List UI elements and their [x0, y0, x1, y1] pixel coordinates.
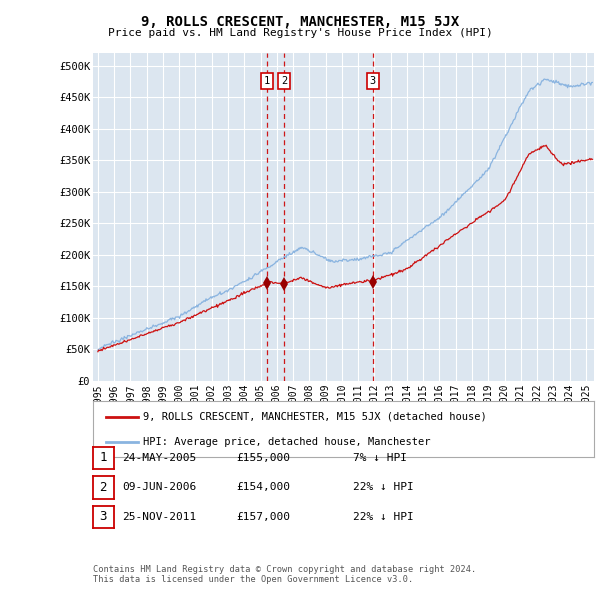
Text: 1: 1 [264, 76, 270, 86]
Text: 24-MAY-2005: 24-MAY-2005 [122, 453, 196, 463]
Text: 2: 2 [100, 481, 107, 494]
Text: 3: 3 [370, 76, 376, 86]
Text: 9, ROLLS CRESCENT, MANCHESTER, M15 5JX (detached house): 9, ROLLS CRESCENT, MANCHESTER, M15 5JX (… [143, 412, 487, 422]
Text: 22% ↓ HPI: 22% ↓ HPI [353, 512, 413, 522]
Text: 09-JUN-2006: 09-JUN-2006 [122, 483, 196, 492]
Text: HPI: Average price, detached house, Manchester: HPI: Average price, detached house, Manc… [143, 437, 431, 447]
Text: 1: 1 [100, 451, 107, 464]
Text: 3: 3 [100, 510, 107, 523]
Text: 9, ROLLS CRESCENT, MANCHESTER, M15 5JX: 9, ROLLS CRESCENT, MANCHESTER, M15 5JX [141, 15, 459, 29]
Text: £155,000: £155,000 [236, 453, 290, 463]
Text: Contains HM Land Registry data © Crown copyright and database right 2024.
This d: Contains HM Land Registry data © Crown c… [93, 565, 476, 584]
Text: 22% ↓ HPI: 22% ↓ HPI [353, 483, 413, 492]
Text: 25-NOV-2011: 25-NOV-2011 [122, 512, 196, 522]
Text: 2: 2 [281, 76, 287, 86]
Text: Price paid vs. HM Land Registry's House Price Index (HPI): Price paid vs. HM Land Registry's House … [107, 28, 493, 38]
Text: 7% ↓ HPI: 7% ↓ HPI [353, 453, 407, 463]
Text: £154,000: £154,000 [236, 483, 290, 492]
Text: £157,000: £157,000 [236, 512, 290, 522]
